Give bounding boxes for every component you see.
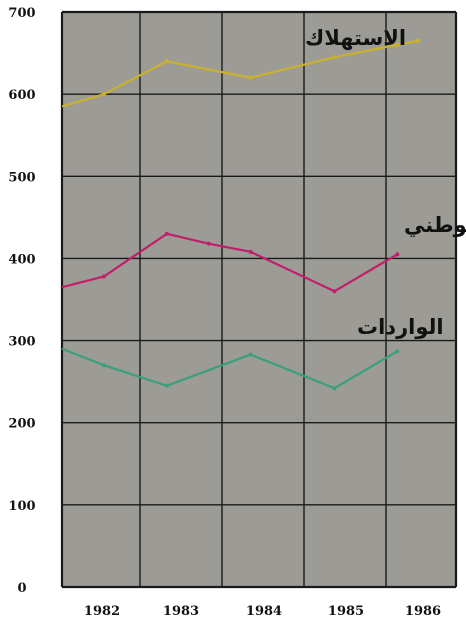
plot-area bbox=[62, 12, 456, 587]
series-point bbox=[248, 75, 253, 80]
series-point bbox=[248, 249, 253, 254]
x-tick-label: 1984 bbox=[246, 604, 282, 619]
series-lines bbox=[61, 38, 421, 391]
y-tick-label: 400 bbox=[8, 252, 35, 267]
y-tick-label: 300 bbox=[8, 335, 35, 350]
y-tick-label: 200 bbox=[8, 417, 35, 432]
series-line bbox=[61, 347, 398, 390]
x-tick-label: 1986 bbox=[405, 604, 441, 619]
series-point bbox=[164, 231, 169, 236]
y-axis-ticks: 0 100 200 300 400 500 600 700 bbox=[8, 6, 35, 596]
series-point bbox=[248, 352, 253, 357]
series-point bbox=[332, 55, 337, 60]
series-point bbox=[101, 363, 106, 368]
series-point bbox=[164, 59, 169, 64]
series-label: الاستهلاك bbox=[305, 26, 406, 50]
series-point bbox=[164, 383, 169, 388]
series-point bbox=[206, 241, 211, 246]
series-point bbox=[332, 289, 337, 294]
x-tick-label: 1985 bbox=[328, 604, 364, 619]
series-labels: الاستهلاك الانتاج الوطني الواردات bbox=[305, 26, 466, 339]
series-label: الانتاج الوطني bbox=[404, 213, 466, 238]
x-tick-label: 1983 bbox=[163, 604, 199, 619]
y-tick-label: 500 bbox=[8, 170, 35, 185]
series-label: الواردات bbox=[357, 315, 444, 339]
y-tick-label: 0 bbox=[17, 581, 26, 596]
series-point bbox=[332, 386, 337, 391]
y-tick-label: 100 bbox=[8, 499, 35, 514]
y-tick-label: 700 bbox=[8, 6, 35, 21]
series-point bbox=[395, 252, 400, 257]
grid bbox=[60, 10, 458, 589]
series-point bbox=[101, 92, 106, 97]
x-axis-ticks: 1982 1983 1984 1985 1986 bbox=[84, 604, 441, 619]
series-point bbox=[416, 38, 421, 43]
x-tick-label: 1982 bbox=[84, 604, 120, 619]
series-point bbox=[101, 274, 106, 279]
y-tick-label: 600 bbox=[8, 88, 35, 103]
series-point bbox=[395, 349, 400, 354]
series-point bbox=[395, 42, 400, 47]
